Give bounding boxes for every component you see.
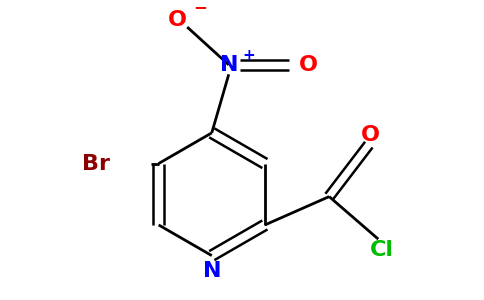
- Text: O: O: [299, 55, 318, 75]
- Text: N: N: [202, 261, 221, 281]
- Text: O: O: [168, 10, 187, 29]
- Text: N: N: [220, 55, 238, 75]
- Text: +: +: [242, 48, 255, 63]
- Text: Cl: Cl: [370, 240, 394, 260]
- Text: O: O: [361, 125, 380, 145]
- Text: Br: Br: [81, 154, 109, 173]
- Text: −: −: [193, 0, 207, 16]
